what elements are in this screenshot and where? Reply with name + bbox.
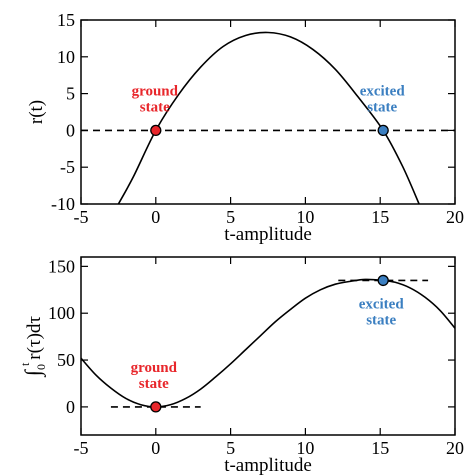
bottom-excited-state-point bbox=[377, 274, 389, 287]
bottom-ground-state-label: ground state bbox=[131, 360, 178, 392]
top-y-tick-label: -5 bbox=[60, 157, 75, 177]
bottom-x-tick-label: 15 bbox=[371, 438, 389, 458]
bottom-ground-state-point bbox=[150, 401, 162, 413]
bottom-series-line bbox=[80, 278, 456, 408]
bottom-y-tick-label: 150 bbox=[48, 256, 75, 276]
top-excited-state-label: excited state bbox=[360, 83, 406, 115]
bottom-plot-panel: -5 0 5 10 15 20 0 50 100 150 ground state excited s… bbox=[18, 256, 464, 475]
svg-text:∫0tr(τ)dτ: ∫0t r(τ)dτ bbox=[18, 316, 48, 378]
top-x-tick-label: -5 bbox=[74, 207, 89, 227]
bottom-x-tick-label: 10 bbox=[296, 438, 314, 458]
top-x-tick-label: 10 bbox=[296, 207, 314, 227]
bottom-excited-state-label: excited state bbox=[359, 296, 405, 328]
top-x-tick-label: 5 bbox=[226, 207, 235, 227]
top-y-axis-label: r(t) bbox=[26, 100, 47, 124]
integral-upper-limit: t bbox=[18, 362, 32, 366]
top-x-tick-label: 15 bbox=[371, 207, 389, 227]
bottom-y-tick-label: 100 bbox=[48, 303, 75, 323]
top-x-tick-label: 0 bbox=[151, 207, 160, 227]
top-y-tick-label: 10 bbox=[57, 47, 75, 67]
top-x-axis-label: t-amplitude bbox=[224, 224, 312, 245]
integral-sign: ∫ bbox=[20, 368, 46, 378]
bottom-x-tick-label: 0 bbox=[151, 438, 160, 458]
bottom-y-axis-label: ∫0t r(τ)dτ bbox=[18, 316, 48, 378]
top-y-tick-label: 0 bbox=[66, 120, 75, 140]
integral-lower-limit: 0 bbox=[34, 364, 48, 370]
top-y-tick-label: 5 bbox=[66, 84, 75, 104]
bottom-plot-frame bbox=[80, 256, 456, 436]
top-x-tick-label: 20 bbox=[446, 207, 464, 227]
top-excited-state-point bbox=[377, 124, 389, 137]
bottom-x-tick-label: -5 bbox=[74, 438, 89, 458]
bottom-axis-ticks: -5 0 5 10 15 20 0 50 100 150 bbox=[48, 256, 464, 458]
bottom-y-tick-label: 0 bbox=[66, 397, 75, 417]
top-series-line bbox=[117, 31, 420, 205]
top-plot-frame bbox=[80, 19, 456, 205]
top-y-tick-label: 15 bbox=[57, 10, 75, 30]
top-y-tick-label: -10 bbox=[51, 194, 75, 214]
bottom-x-tick-label: 20 bbox=[446, 438, 464, 458]
top-ground-state-point bbox=[150, 124, 162, 137]
integrand: r(τ)dτ bbox=[24, 316, 45, 360]
top-ground-state-label: ground state bbox=[132, 83, 179, 115]
bottom-x-tick-label: 5 bbox=[226, 438, 235, 458]
bottom-y-tick-label: 50 bbox=[57, 350, 75, 370]
bottom-x-axis-label: t-amplitude bbox=[224, 455, 312, 475]
